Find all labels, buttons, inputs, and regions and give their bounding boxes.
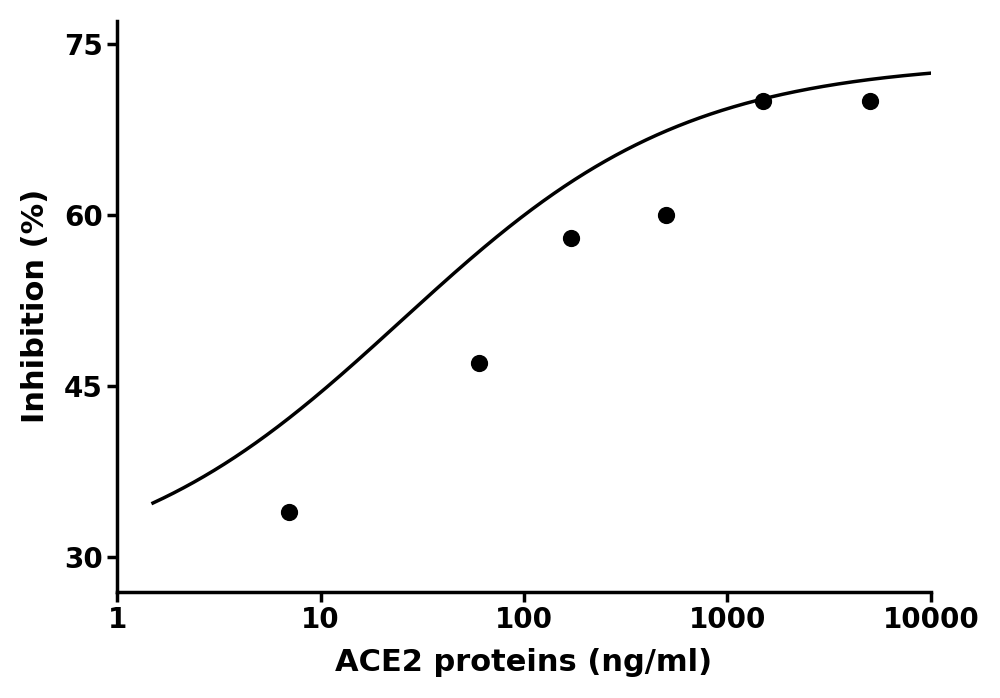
Point [281,506,297,517]
X-axis label: ACE2 proteins (ng/ml): ACE2 proteins (ng/ml) [335,648,713,677]
Point [755,95,771,106]
Point [658,209,674,221]
Point [471,358,487,369]
Point [563,232,579,244]
Y-axis label: Inhibition (%): Inhibition (%) [21,189,50,424]
Point [862,95,878,106]
